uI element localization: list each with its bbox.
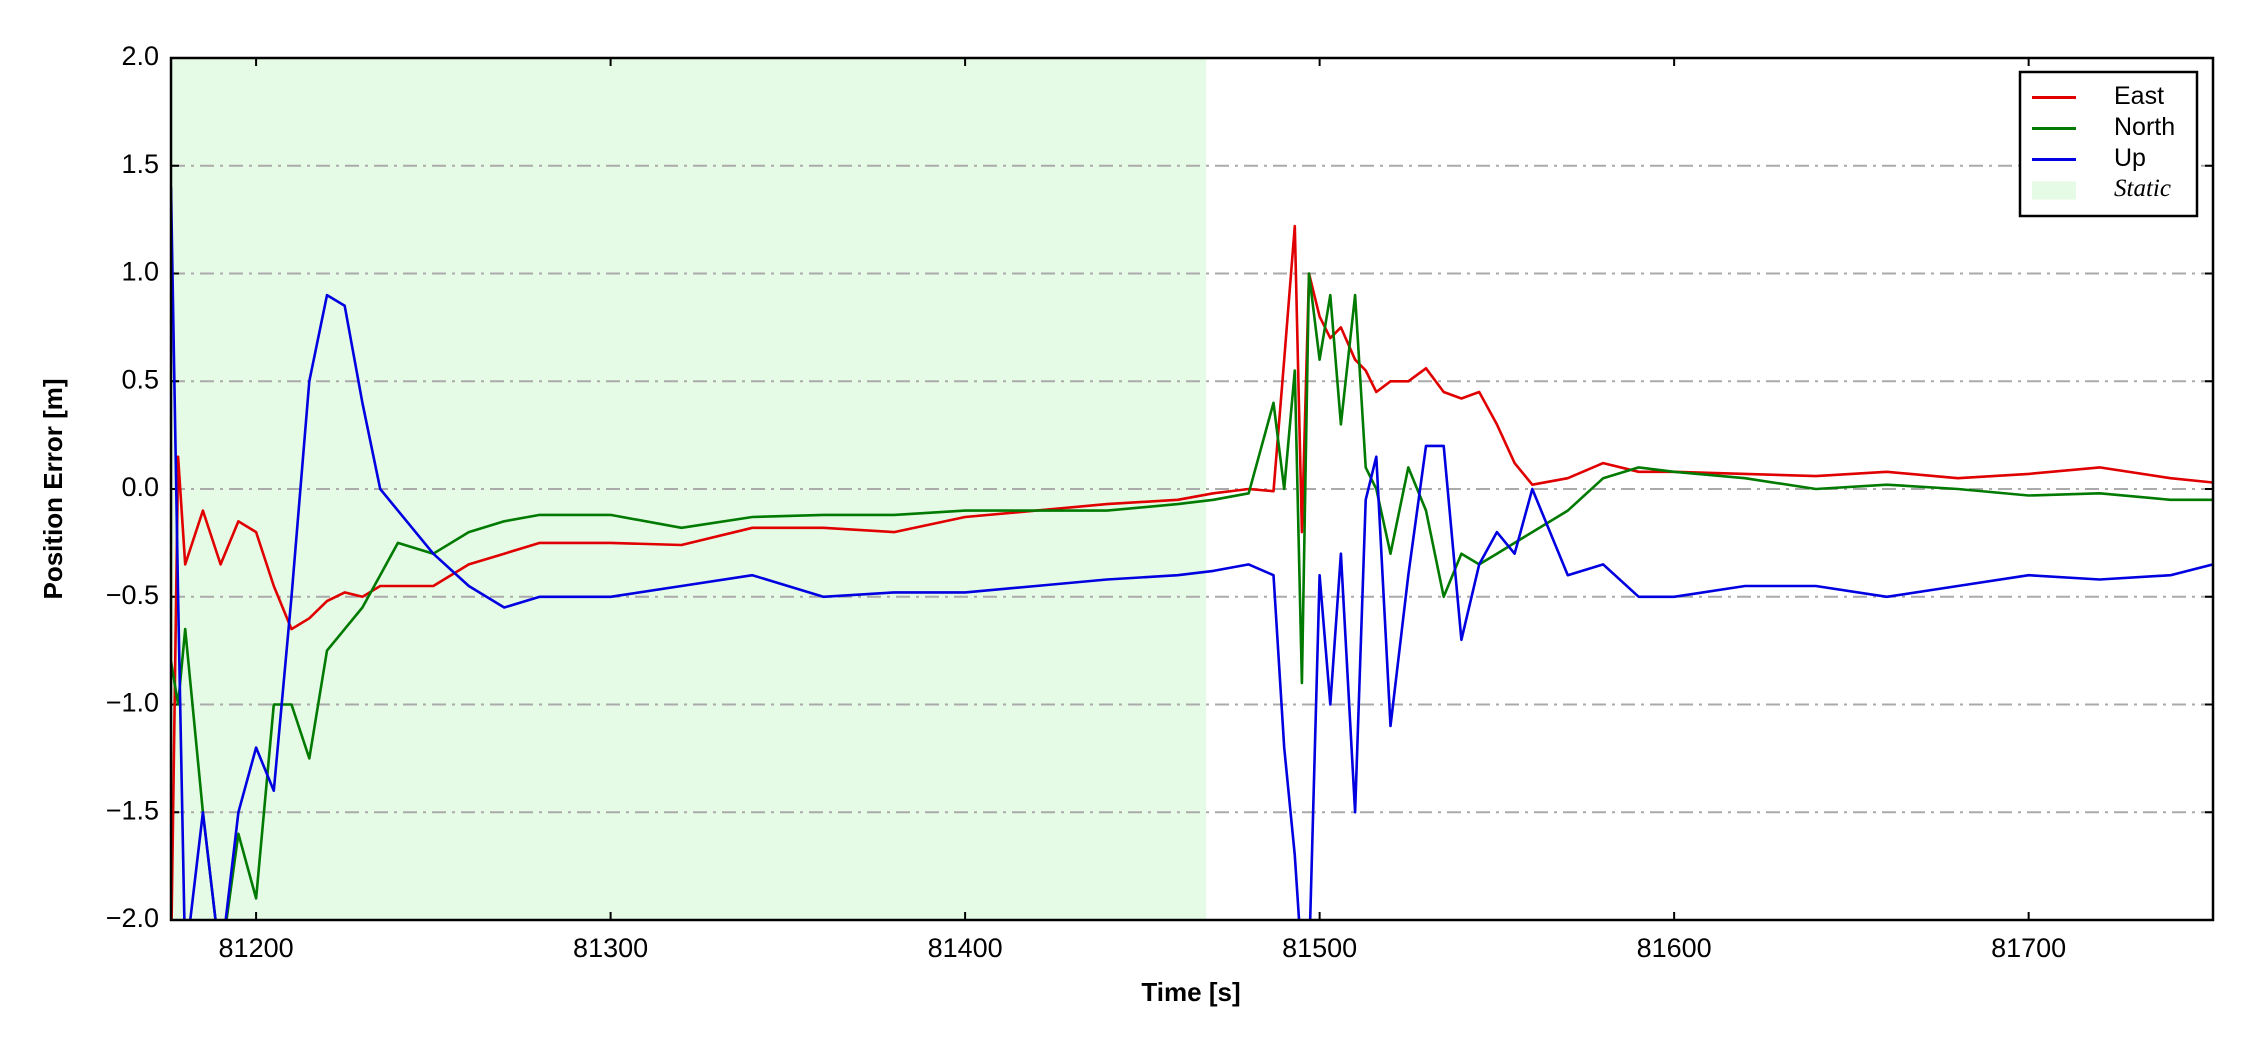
legend-label: Up: [2114, 144, 2146, 172]
y-tick-label: 1.0: [121, 257, 159, 287]
y-tick-label: −2.0: [106, 903, 159, 933]
y-tick-label: 0.0: [121, 472, 159, 502]
x-tick-label: 81200: [219, 933, 294, 963]
x-tick-label: 81500: [1282, 933, 1357, 963]
y-axis-title: Position Error [m]: [38, 378, 68, 599]
y-tick-label: −1.0: [106, 688, 159, 718]
legend-label: East: [2114, 82, 2164, 110]
y-tick-label: 0.5: [121, 364, 159, 394]
y-tick-label: 2.0: [121, 41, 159, 71]
y-tick-label: −1.5: [106, 795, 159, 825]
x-axis-title: Time [s]: [1141, 977, 1240, 1007]
plot-frame: [169, 56, 2215, 922]
legend-label: North: [2114, 113, 2175, 141]
x-tick-label: 81300: [573, 933, 648, 963]
series-line: [171, 187, 2213, 920]
legend-label: Static: [2114, 175, 2171, 202]
series-line: [171, 224, 2213, 920]
series-line: [171, 272, 2213, 920]
y-tick-label: −0.5: [106, 580, 159, 610]
x-tick-label: 81600: [1637, 933, 1712, 963]
legend-swatch: [2032, 181, 2076, 200]
x-tick-label: 81400: [928, 933, 1003, 963]
legend: East North Up Static: [2018, 70, 2199, 218]
y-tick-label: 1.5: [121, 149, 159, 179]
x-tick-label: 81700: [1991, 933, 2066, 963]
